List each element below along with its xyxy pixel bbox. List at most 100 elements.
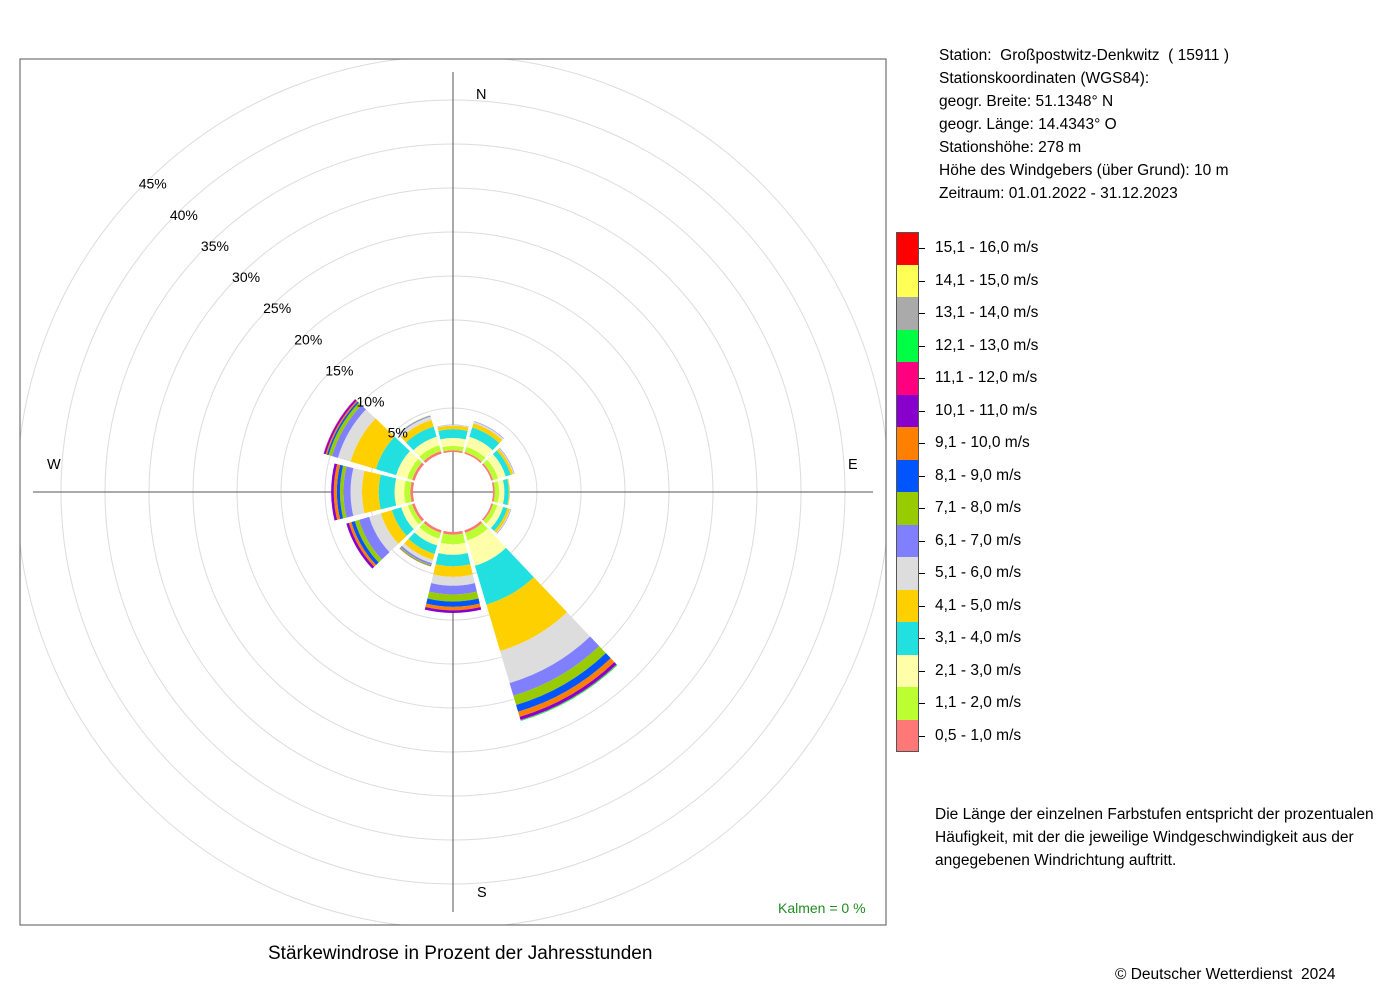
wedge-segment-120-class-0: [482, 503, 494, 521]
legend-label: 6,1 - 7,0 m/s: [935, 531, 1022, 549]
wedge-segment-300-class-7: [328, 402, 362, 457]
wedge-segment-240-class-2: [401, 505, 419, 530]
legend-tick: [919, 670, 925, 672]
legend-swatch: [896, 394, 919, 427]
wedge-segment-90-class-3: [503, 478, 509, 506]
ring-label: 25%: [263, 300, 291, 316]
wedge-segment-210-class-4: [404, 538, 435, 560]
wedge-segment-60-class-3: [492, 450, 511, 477]
wedge-segment-300-class-4: [350, 418, 395, 470]
explanation-note: Die Länge der einzelnen Farbstufen entsp…: [935, 803, 1374, 872]
plot-border: [19, 58, 887, 926]
station-name: Station: Großpostwitz-Denkwitz ( 15911 ): [939, 47, 1230, 64]
wedge-segment-180-class-3: [435, 553, 471, 567]
legend-swatch: [896, 329, 919, 362]
chart-caption: Stärkewindrose in Prozent der Jahresstun…: [268, 943, 653, 964]
wedge-segment-150-class-4: [486, 577, 568, 652]
ring-label: 35%: [201, 238, 229, 254]
ring-label: 40%: [170, 207, 198, 223]
wedge-segment-150-class-3: [474, 547, 534, 605]
legend-tick: [919, 345, 925, 347]
wedge-segment-270-class-0: [410, 482, 415, 502]
wedge-segment-300-class-6: [331, 405, 366, 458]
legend-tick: [919, 638, 925, 639]
wedge-segment-90-class-1: [493, 481, 500, 503]
compass-east: E: [848, 457, 858, 473]
wedge-segment-0-class-4: [437, 425, 469, 431]
wedge-segment-330-class-5: [398, 416, 432, 438]
wedge-segment-240-class-6: [358, 516, 390, 560]
wedge-segment-120-class-5: [496, 508, 511, 534]
wedge-segment-240-class-1: [407, 504, 423, 525]
wedge-segment-270-class-8: [336, 464, 344, 520]
sensor-height: Höhe des Windgebers (über Grund): 10 m: [939, 162, 1229, 179]
legend-swatch: [896, 557, 919, 590]
note-line-2: Häufigkeit, mit der die jeweilige Windge…: [935, 829, 1354, 846]
wedge-segment-240-class-8: [351, 521, 379, 565]
legend-tick: [919, 605, 925, 607]
wedge-segment-150-class-7: [513, 646, 606, 706]
legend-swatch: [896, 264, 919, 297]
legend-label: 11,1 - 12,0 m/s: [935, 369, 1038, 386]
wedge-segment-180-class-9: [425, 603, 481, 611]
wedge-segment-240-class-7: [354, 519, 382, 563]
wedge-segment-330-class-3: [406, 426, 437, 451]
wedge-segment-240-class-4: [380, 510, 407, 544]
wedge-segment-300-class-10: [323, 399, 357, 455]
legend-label: 12,1 - 13,0 m/s: [935, 336, 1039, 354]
wedge-segment-120-class-4: [494, 508, 510, 533]
legend-swatch: [896, 687, 919, 720]
wind-rose-chart: 5%10%15%20%25%30%35%40%45% N E S W Kalme…: [19, 58, 887, 926]
wedge-segment-270-class-10: [331, 463, 338, 521]
time-period: Zeitraum: 01.01.2022 - 31.12.2023: [939, 185, 1178, 202]
wedge-segment-210-class-3: [408, 532, 438, 554]
legend-tick: [919, 280, 925, 282]
wedge-segment-0-class-3: [438, 429, 468, 440]
legend-label: 9,1 - 10,0 m/s: [935, 434, 1030, 451]
wedge-segment-210-class-5: [401, 543, 433, 564]
wedge-segment-240-class-5: [369, 513, 399, 553]
wedge-segment-330-class-2: [413, 436, 440, 457]
wedge-segment-30-class-3: [469, 427, 500, 451]
wedge-segment-90-class-5: [508, 478, 511, 506]
wedge-segment-180-class-5: [431, 574, 475, 586]
legend-tick: [919, 573, 925, 574]
legend-tick: [919, 313, 925, 314]
wedge-segment-30-class-5: [473, 421, 504, 441]
legend-tick: [919, 540, 925, 542]
legend-swatch: [896, 719, 919, 752]
wedge-segment-150-class-0: [464, 521, 483, 533]
wedge-segment-0-class-6: [437, 424, 469, 427]
wedge-segment-90-class-2: [497, 479, 505, 505]
wedge-segment-180-class-7: [427, 591, 479, 602]
ring-label: 5%: [388, 425, 408, 441]
wedge-segment-240-class-3: [391, 507, 414, 536]
copyright: © Deutscher Wetterdienst 2024: [1115, 966, 1336, 983]
wedge-segment-270-class-4: [361, 470, 381, 514]
legend-label: 5,1 - 6,0 m/s: [935, 564, 1022, 581]
wedge-segment-270-class-9: [333, 464, 341, 520]
ring-label: 20%: [294, 331, 322, 347]
station-latitude: geogr. Breite: 51.1348° N: [939, 93, 1114, 110]
legend-tick: [919, 410, 925, 412]
station-longitude: geogr. Länge: 14.4343° O: [939, 116, 1117, 133]
note-line-1: Die Länge der einzelnen Farbstufen entsp…: [935, 806, 1374, 823]
wedge-segment-300-class-1: [407, 459, 423, 480]
legend-label: 10,1 - 11,0 m/s: [935, 401, 1038, 419]
wedge-segment-240-class-9: [348, 522, 377, 567]
calm-label: Kalmen = 0 %: [778, 900, 866, 916]
wedge-segment-270-class-7: [339, 465, 347, 519]
wedge-segment-0-class-5: [437, 424, 469, 428]
legend-label: 15,1 - 16,0 m/s: [935, 239, 1039, 256]
legend-swatch: [896, 459, 919, 492]
legend-swatch: [896, 232, 919, 265]
wedge-segment-0-class-0: [443, 450, 463, 454]
wedge-segment-240-class-0: [412, 503, 424, 522]
wedge-segment-0-class-2: [440, 437, 466, 448]
station-coords-heading: Stationskoordinaten (WGS84):: [939, 70, 1150, 87]
ring-label: 10%: [356, 393, 384, 409]
wedge-segment-330-class-0: [423, 451, 442, 463]
wedge-segment-180-class-8: [426, 598, 480, 607]
wedge-segment-330-class-4: [401, 419, 434, 443]
note-line-3: angegebenen Windrichtung auftritt.: [935, 852, 1177, 869]
